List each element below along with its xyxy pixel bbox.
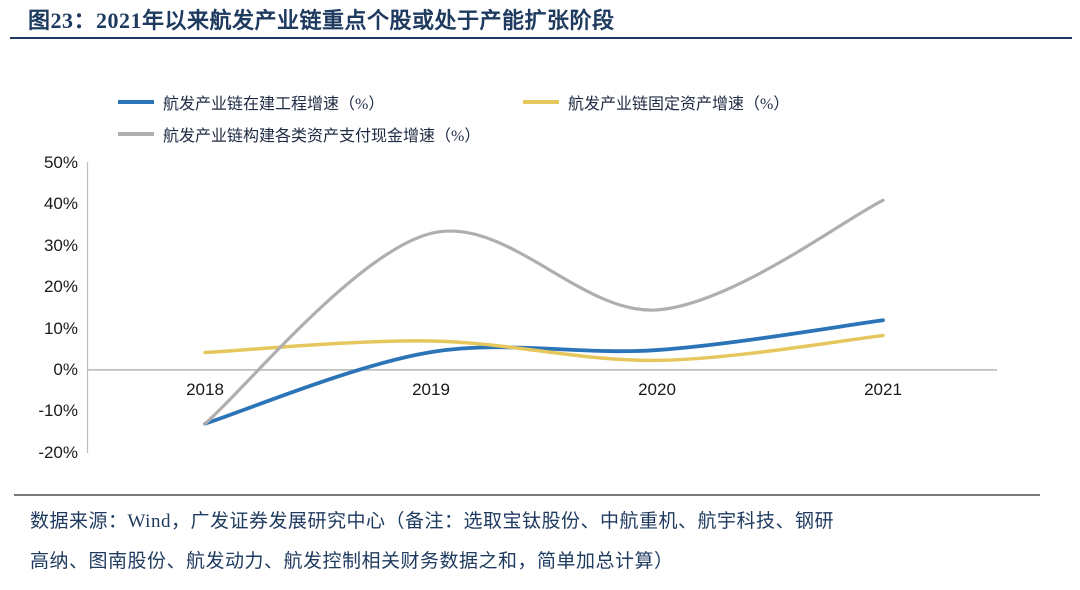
y-tick-label: -10% bbox=[38, 401, 78, 420]
legend-line-icon bbox=[523, 100, 559, 104]
y-tick-label: 10% bbox=[43, 319, 78, 338]
source-note-line-2: 高纳、图南股份、航发动力、航发控制相关财务数据之和，简单加总计算） bbox=[30, 551, 674, 572]
y-tick-label: 30% bbox=[43, 236, 78, 255]
legend-line-icon bbox=[118, 132, 154, 136]
y-tick-label: 20% bbox=[43, 277, 78, 296]
legend-item-fixed-assets: 航发产业链固定资产增速（%） bbox=[523, 92, 790, 113]
legend-line-icon bbox=[118, 100, 154, 104]
title-divider bbox=[10, 37, 1072, 39]
series-line-blue bbox=[203, 318, 885, 426]
legend-label: 航发产业链固定资产增速（%） bbox=[568, 96, 790, 113]
legend-item-cash-paid-for-assets: 航发产业链构建各类资产支付现金增速（%） bbox=[118, 124, 481, 145]
y-tick-label: 40% bbox=[43, 194, 78, 213]
x-tick-label: 2019 bbox=[412, 380, 450, 399]
series-line-gray bbox=[203, 198, 885, 426]
legend-label: 航发产业链在建工程增速（%） bbox=[163, 96, 385, 113]
x-tick-label: 2018 bbox=[186, 380, 224, 399]
series-line-yellow bbox=[203, 333, 885, 363]
y-tick-label: -20% bbox=[38, 443, 78, 462]
x-tick-label: 2021 bbox=[864, 380, 902, 399]
y-tick-label: 50% bbox=[43, 153, 78, 172]
source-note-line-1: 数据来源：Wind，广发证券发展研究中心（备注：选取宝钛股份、中航重机、航宇科技… bbox=[30, 511, 834, 532]
y-tick-label: 0% bbox=[53, 360, 78, 379]
legend-item-construction-in-progress: 航发产业链在建工程增速（%） bbox=[118, 92, 385, 113]
legend-label: 航发产业链构建各类资产支付现金增速（%） bbox=[163, 128, 481, 145]
x-tick-label: 2020 bbox=[638, 380, 676, 399]
figure-title: 图23：2021年以来航发产业链重点个股或处于产能扩张阶段 bbox=[28, 8, 615, 33]
footer-divider bbox=[14, 494, 1040, 496]
